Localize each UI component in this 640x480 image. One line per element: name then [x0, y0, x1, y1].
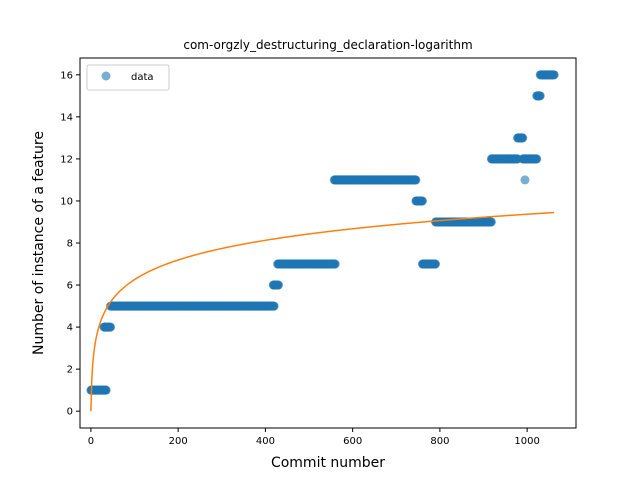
legend-marker — [101, 71, 111, 81]
y-tick-label: 12 — [60, 154, 73, 165]
x-tick-label: 1000 — [514, 436, 539, 447]
data-point — [417, 196, 427, 206]
plot-area — [86, 70, 559, 412]
y-tick-label: 10 — [60, 196, 73, 207]
y-tick-label: 2 — [67, 365, 73, 376]
x-axis: 0 200 400 600 800 1000 — [88, 428, 540, 447]
y-tick-label: 6 — [67, 281, 73, 292]
x-tick-label: 0 — [88, 436, 94, 447]
legend-box — [86, 64, 170, 91]
data-point — [101, 385, 111, 395]
data-point — [486, 217, 496, 227]
x-tick-label: 600 — [343, 436, 362, 447]
y-axis: 0 2 4 6 8 10 12 14 16 — [60, 70, 80, 418]
data-point — [431, 259, 441, 269]
data-point — [411, 175, 421, 185]
y-tick-label: 8 — [67, 239, 73, 250]
legend: data — [86, 64, 170, 91]
chart-title: com-orgzly_destructuring_declaration-log… — [183, 38, 472, 52]
y-tick-label: 14 — [60, 112, 73, 123]
y-tick-label: 16 — [60, 70, 73, 81]
x-axis-label: Commit number — [271, 455, 385, 471]
data-point — [518, 133, 528, 143]
data-point — [269, 301, 279, 311]
y-tick-label: 0 — [67, 407, 73, 418]
fit-series — [90, 211, 555, 412]
data-point — [532, 154, 542, 164]
data-point — [273, 280, 283, 290]
y-axis-label: Number of instance of a feature — [31, 131, 47, 355]
x-tick-label: 200 — [169, 436, 188, 447]
y-tick-label: 4 — [67, 323, 73, 334]
x-tick-label: 800 — [430, 436, 449, 447]
legend-label-data: data — [131, 72, 154, 83]
data-point — [520, 175, 530, 185]
data-point — [535, 91, 545, 101]
data-point — [549, 70, 559, 80]
x-tick-label: 400 — [256, 436, 275, 447]
data-point — [106, 322, 116, 332]
fit-line — [90, 211, 555, 412]
data-point — [330, 259, 340, 269]
